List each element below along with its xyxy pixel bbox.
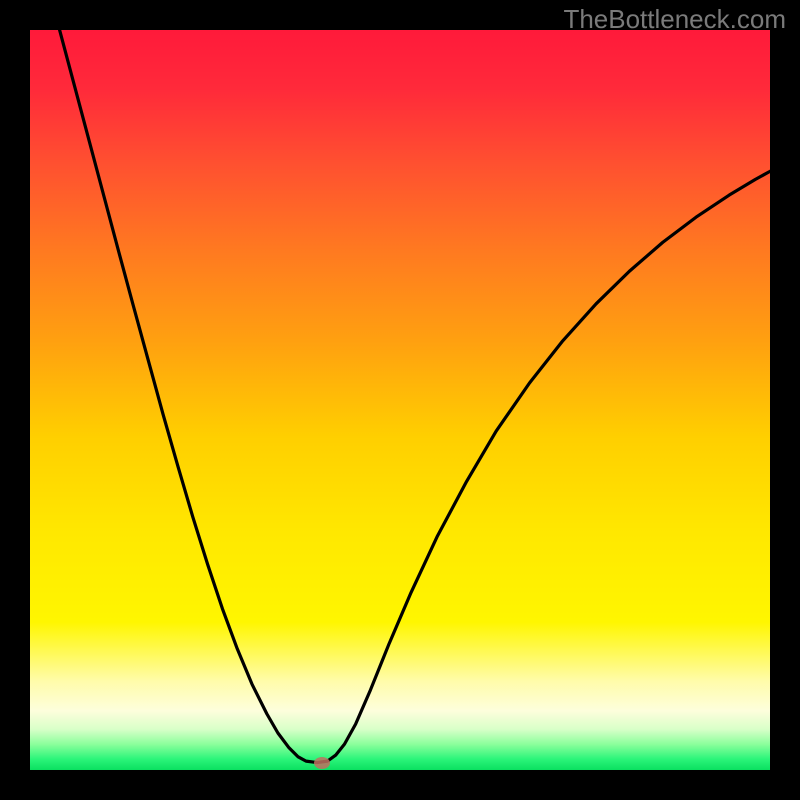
gradient-background bbox=[30, 30, 770, 770]
watermark-text: TheBottleneck.com bbox=[563, 4, 786, 35]
chart-frame: TheBottleneck.com bbox=[0, 0, 800, 800]
bottleneck-chart bbox=[30, 30, 770, 770]
optimum-marker bbox=[314, 757, 330, 769]
